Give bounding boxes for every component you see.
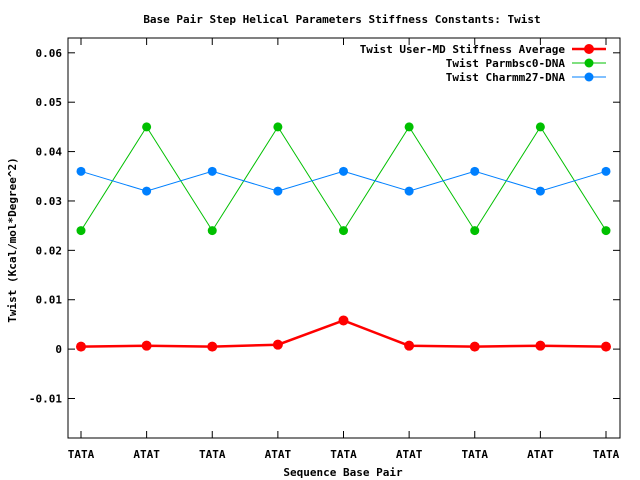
legend-label: Twist User-MD Stiffness Average	[360, 43, 566, 56]
data-point	[339, 166, 348, 176]
y-axis-label: Twist (Kcal/mol*Degree^2)	[6, 157, 19, 323]
data-point	[470, 166, 480, 176]
series-line	[80, 125, 607, 232]
legend-marker	[584, 44, 594, 54]
data-point	[535, 340, 546, 351]
legend-label: Twist Parmbsc0-DNA	[446, 57, 566, 70]
y-tick-label: 0.03	[36, 195, 63, 208]
data-point	[207, 341, 218, 352]
data-point	[338, 315, 349, 326]
data-point	[272, 339, 283, 350]
x-tick-label: TATA	[330, 448, 357, 461]
chart-title: Base Pair Step Helical Parameters Stiffn…	[143, 13, 540, 26]
x-tick-label: TATA	[593, 448, 620, 461]
series-2	[76, 122, 611, 236]
x-tick-label: TATA	[68, 448, 95, 461]
y-tick-label: 0.02	[36, 244, 63, 257]
data-point	[207, 166, 217, 176]
x-tick-label: ATAT	[396, 448, 423, 461]
series-3	[76, 166, 611, 196]
data-point	[535, 122, 545, 132]
legend-marker	[584, 72, 594, 82]
x-tick-label: ATAT	[265, 448, 292, 461]
series-1	[76, 315, 611, 352]
data-point	[339, 226, 348, 236]
y-axis: -0.01 0 0.01 0.02 0.03 0.04 0.05 0.06	[29, 47, 620, 405]
data-point	[404, 122, 414, 132]
series-layer	[76, 122, 611, 352]
data-point	[273, 122, 283, 132]
data-point	[273, 186, 283, 196]
data-point	[142, 186, 152, 196]
data-point	[470, 226, 480, 236]
x-tick-label: ATAT	[133, 448, 160, 461]
y-tick-label: 0.06	[36, 47, 63, 60]
data-point	[76, 341, 86, 352]
data-point	[76, 166, 86, 176]
x-tick-label: TATA	[462, 448, 489, 461]
data-point	[535, 186, 545, 196]
data-point	[601, 226, 611, 236]
data-point	[601, 166, 611, 176]
y-tick-label: 0.01	[36, 294, 63, 307]
x-axis-label: Sequence Base Pair	[283, 466, 403, 479]
plot-frame	[67, 37, 621, 439]
data-point	[404, 186, 414, 196]
x-tick-label: TATA	[199, 448, 226, 461]
y-tick-label: 0.05	[36, 96, 63, 109]
x-axis: TATA ATAT TATA ATAT TATA ATAT TATA ATAT TATA	[68, 38, 620, 461]
y-tick-label: 0	[55, 343, 62, 356]
y-tick-label: 0.04	[36, 146, 63, 159]
x-tick-label: ATAT	[527, 448, 554, 461]
legend-marker	[584, 58, 594, 68]
data-point	[141, 340, 152, 351]
data-point	[404, 340, 415, 351]
legend-label: Twist Charmm27-DNA	[446, 71, 566, 84]
y-tick-label: -0.01	[29, 392, 62, 405]
data-point	[469, 341, 480, 352]
data-point	[142, 122, 152, 132]
data-point	[76, 226, 86, 236]
data-point	[601, 341, 611, 352]
data-point	[207, 226, 217, 236]
